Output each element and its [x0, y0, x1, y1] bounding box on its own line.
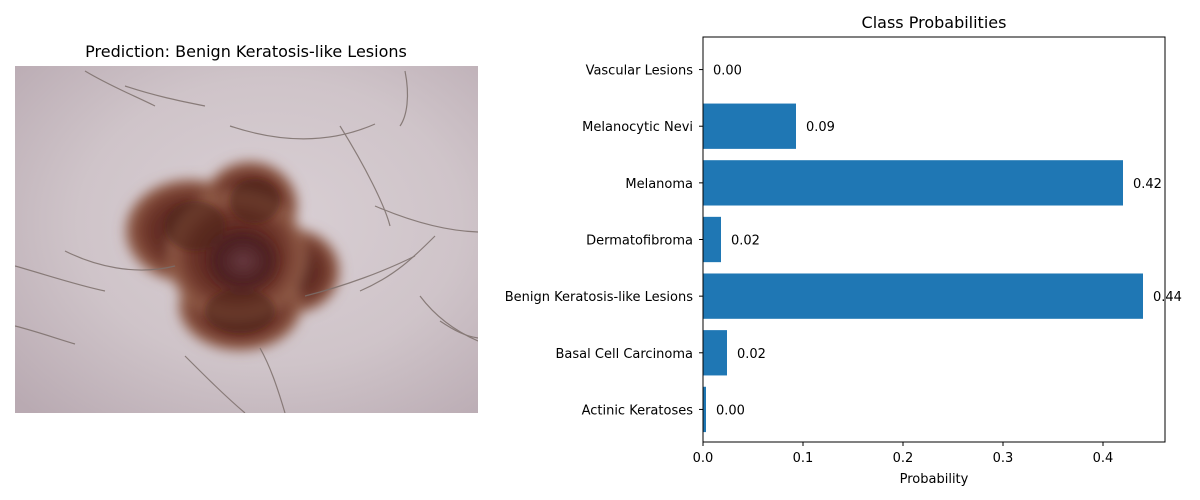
value-label-melanoma: 0.42 [1133, 177, 1162, 192]
y-tick-label-melanocytic-nevi: Melanocytic Nevi [582, 120, 693, 135]
x-tick-label: 0.0 [693, 451, 714, 466]
value-label-actinic-keratoses: 0.00 [716, 403, 745, 418]
value-label-melanocytic-nevi: 0.09 [806, 120, 835, 135]
bar-melanocytic-nevi [703, 103, 796, 149]
y-tick-label-actinic-keratoses: Actinic Keratoses [582, 403, 694, 418]
y-tick-label-benign-keratosis-like-lesions: Benign Keratosis-like Lesions [505, 290, 693, 305]
bar-melanoma [703, 160, 1123, 206]
plot-frame [702, 36, 1166, 443]
value-label-vascular-lesions: 0.00 [713, 64, 742, 79]
y-tick-label-basal-cell-carcinoma: Basal Cell Carcinoma [556, 347, 693, 362]
x-tick-label: 0.1 [793, 451, 814, 466]
x-tick-label: 0.2 [893, 451, 914, 466]
bar-basal-cell-carcinoma [703, 330, 727, 376]
y-tick-label-vascular-lesions: Vascular Lesions [586, 64, 694, 79]
chart-title: Class Probabilities [861, 13, 1007, 32]
x-axis-label: Probability [900, 472, 969, 487]
prediction-title: Prediction: Benign Keratosis-like Lesion… [85, 42, 407, 61]
x-tick-label: 0.3 [993, 451, 1014, 466]
value-label-benign-keratosis-like-lesions: 0.44 [1153, 290, 1182, 305]
y-tick-label-melanoma: Melanoma [625, 177, 693, 192]
bar-benign-keratosis-like-lesions [703, 273, 1143, 319]
y-tick-label-dermatofibroma: Dermatofibroma [586, 234, 693, 249]
x-tick-label: 0.4 [1093, 451, 1114, 466]
value-label-basal-cell-carcinoma: 0.02 [737, 347, 766, 362]
bar-actinic-keratoses [703, 386, 706, 433]
bar-dermatofibroma [703, 216, 721, 263]
value-label-dermatofibroma: 0.02 [731, 234, 760, 249]
lesion-image [15, 66, 478, 413]
